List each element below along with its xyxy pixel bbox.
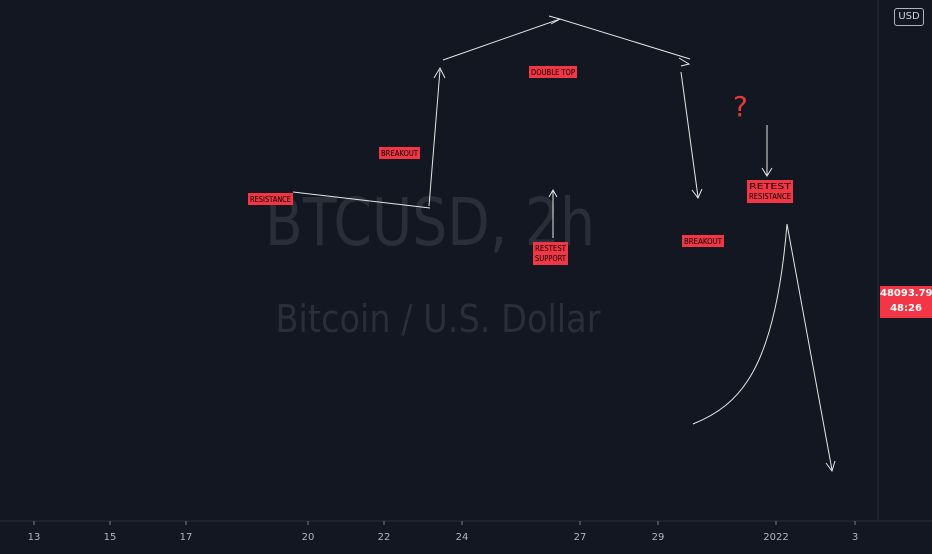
- annotation-label: RESISTANCE: [250, 195, 291, 204]
- annotation-box: [379, 147, 420, 159]
- annotation-label: RESISTANCE: [749, 192, 791, 201]
- annotation-label: DOUBLE TOP: [531, 68, 575, 77]
- x-tick-label: 13: [28, 532, 41, 543]
- time-axis-bg: [0, 521, 932, 550]
- annotation-label: BREAKOUT: [684, 237, 722, 246]
- annotation-box: [248, 193, 293, 205]
- question-mark: ?: [733, 90, 748, 123]
- double-top-arrowhead-right: [678, 57, 691, 67]
- last-price-tag: 48093.79 48:26: [880, 286, 932, 318]
- annotation-label: RETEST: [749, 182, 791, 191]
- annotation-box: [682, 235, 724, 247]
- x-tick-label: 24: [456, 532, 469, 543]
- annotation-label: SUPPORT: [535, 254, 566, 263]
- x-tick-label: 22: [378, 532, 391, 543]
- x-tick-label: 3: [852, 532, 858, 543]
- x-tick-label: 20: [302, 532, 315, 543]
- annotation-label: RESTEST: [535, 244, 566, 253]
- last-price-value: 48093.79: [880, 288, 932, 299]
- drawing-lines: [292, 15, 836, 473]
- currency-label[interactable]: USD: [894, 8, 924, 26]
- annotation-box: [747, 180, 793, 203]
- projection-line: [786, 223, 833, 471]
- x-tick-label: 15: [104, 532, 117, 543]
- drop-arrowhead: [691, 188, 703, 199]
- x-tick-label: 2022: [763, 532, 788, 543]
- resistance-trendline: [292, 191, 431, 209]
- annotation-box: [533, 242, 568, 265]
- curve-up: [692, 223, 788, 425]
- annotation-box: [529, 66, 577, 78]
- x-tick-label: 27: [574, 532, 587, 543]
- projection-arrowhead: [825, 460, 836, 473]
- x-tick-label: 17: [180, 532, 193, 543]
- breakout-arrowhead: [433, 66, 446, 79]
- double-top-arrowhead: [548, 15, 562, 25]
- breakout-arrow-line: [428, 69, 441, 207]
- restest-arrowhead: [548, 188, 558, 198]
- retest-arrowhead: [761, 167, 773, 177]
- annotation-label: BREAKOUT: [381, 149, 418, 158]
- countdown-value: 48:26: [890, 303, 922, 314]
- price-axis-bg: [878, 0, 932, 550]
- name-watermark: Bitcoin / U.S. Dollar: [276, 297, 601, 341]
- x-tick-label: 29: [652, 532, 665, 543]
- drop-arrow-line: [680, 71, 699, 198]
